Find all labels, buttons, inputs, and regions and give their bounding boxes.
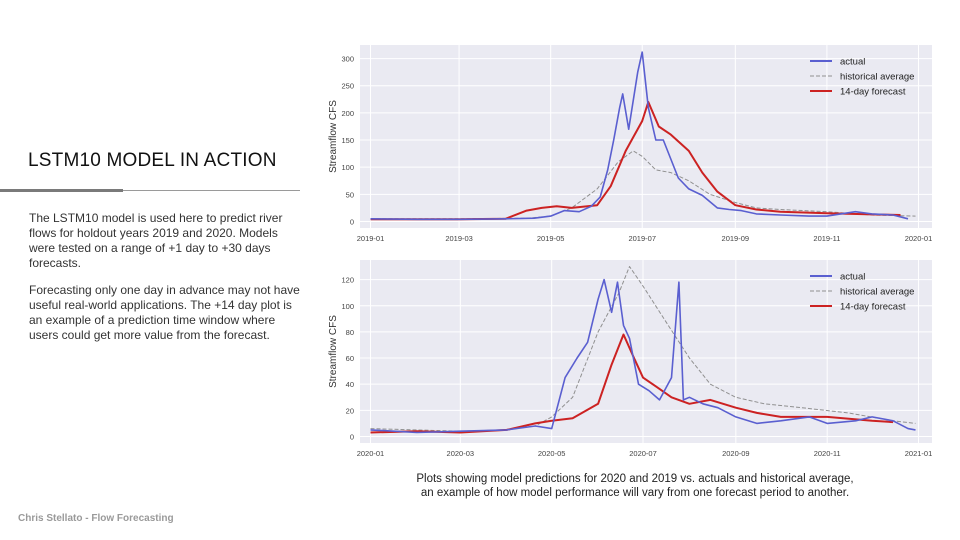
y-tick-label: 20 — [346, 406, 354, 415]
y-tick-label: 250 — [341, 82, 354, 91]
y-tick-label: 200 — [341, 109, 354, 118]
y-tick-label: 100 — [341, 302, 354, 311]
x-tick-label: 2019-09 — [722, 234, 750, 243]
plot-background — [360, 45, 932, 228]
series-line-actual — [370, 51, 909, 221]
x-tick-label: 2019-05 — [537, 234, 565, 243]
y-tick-label: 0 — [350, 217, 354, 226]
caption-line-1: Plots showing model predictions for 2020… — [416, 473, 854, 485]
x-tick-label: 2019-03 — [445, 234, 473, 243]
series-line-actual — [370, 278, 916, 434]
x-tick-label: 2020-05 — [538, 449, 566, 458]
caption-line-2: an example of how model performance will… — [420, 487, 850, 499]
legend-label: actual — [840, 272, 865, 283]
legend-label: 14-day forecast — [840, 302, 906, 313]
legend-label: historical average — [840, 72, 914, 83]
y-tick-label: 80 — [346, 328, 354, 337]
y-axis-label: Streamflow CFS — [328, 100, 339, 173]
x-tick-label: 2020-01 — [357, 449, 385, 458]
x-tick-label: 2020-11 — [814, 449, 841, 458]
chart-2019: 2019-01 2019-03 2019-05 2019-07 2019-09 2019-… — [328, 45, 933, 243]
legend-label: actual — [840, 57, 865, 68]
x-tick-label: 2019-01 — [357, 234, 385, 243]
title-underline-accent — [0, 189, 123, 192]
x-tick-label: 2020-09 — [722, 449, 750, 458]
y-tick-label: 150 — [341, 136, 354, 145]
x-tick-label: 2020-01 — [905, 234, 933, 243]
y-tick-label: 0 — [350, 432, 354, 441]
title-underline — [123, 190, 300, 191]
description-paragraph-2: Forecasting only one day in advance may … — [29, 283, 300, 342]
legend-label: historical average — [840, 287, 914, 298]
y-tick-label: 300 — [341, 55, 354, 64]
y-tick-label: 100 — [341, 163, 354, 172]
y-tick-label: 40 — [346, 380, 354, 389]
slide-title: LSTM10 MODEL IN ACTION — [28, 150, 277, 171]
y-tick-label: 120 — [341, 276, 354, 285]
description-paragraph-1: The LSTM10 model is used here to predict… — [29, 211, 283, 270]
x-tick-label: 2021-01 — [905, 449, 933, 458]
chart-2020: 2020-01 2020-03 2020-05 2020-07 2020-09 2020-… — [328, 260, 933, 458]
y-axis-label: Streamflow CFS — [328, 315, 339, 388]
y-tick-label: 50 — [346, 190, 354, 199]
x-tick-label: 2020-03 — [447, 449, 475, 458]
y-tick-label: 60 — [346, 354, 354, 363]
x-tick-label: 2019-07 — [628, 234, 656, 243]
footer-credit: Chris Stellato - Flow Forecasting — [18, 513, 174, 524]
figure-caption: Plots showing model predictions for 2020… — [390, 472, 880, 500]
x-tick-label: 2020-07 — [629, 449, 657, 458]
series-line-14-day-forecast — [370, 333, 894, 434]
x-tick-label: 2019-11 — [813, 234, 840, 243]
legend-label: 14-day forecast — [840, 87, 906, 98]
